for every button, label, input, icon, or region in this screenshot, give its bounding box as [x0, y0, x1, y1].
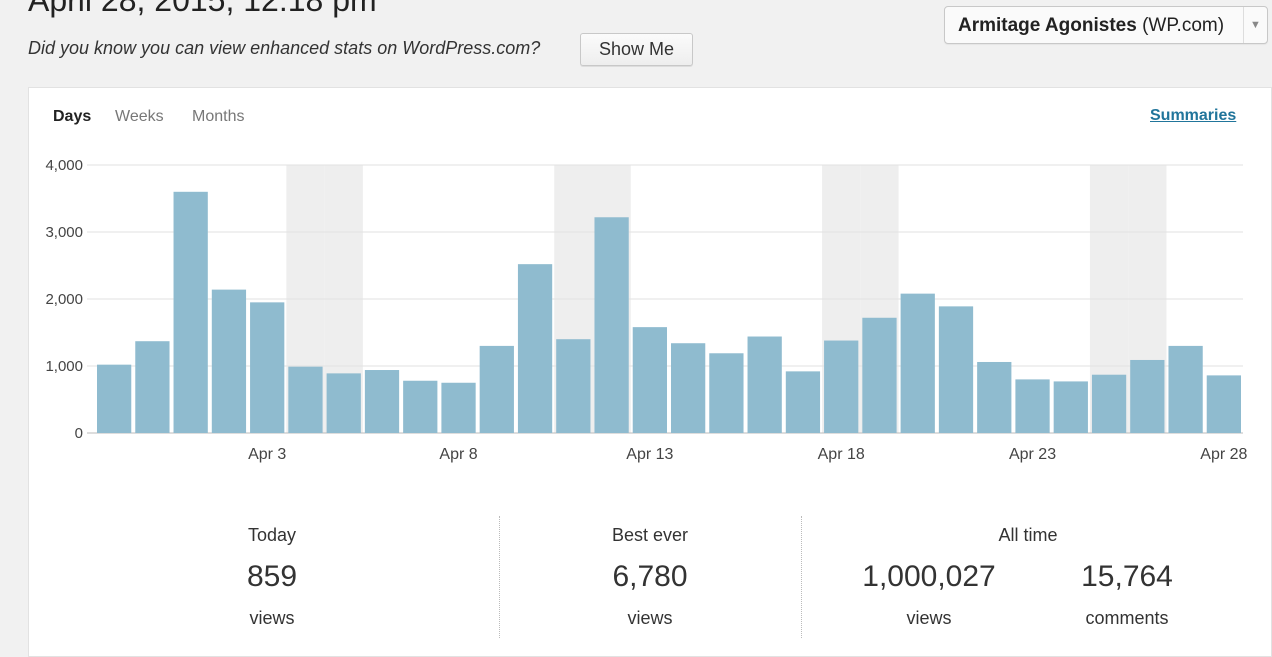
stat-divider [801, 516, 802, 638]
bar [900, 293, 935, 433]
promo-text: Did you know you can view enhanced stats… [28, 38, 541, 58]
triangle-down-icon[interactable]: ▼ [1243, 7, 1267, 43]
bar [1015, 379, 1050, 433]
y-tick-label: 2,000 [45, 291, 83, 308]
bar [517, 264, 553, 433]
y-tick-label: 0 [75, 425, 83, 442]
bar [364, 370, 400, 433]
bar [709, 353, 744, 433]
y-tick-label: 4,000 [45, 157, 83, 174]
stat-all-time-views-unit: views [906, 608, 952, 628]
stat-today-label: Today [247, 525, 297, 545]
bar [135, 341, 170, 433]
site-selector[interactable]: Armitage Agonistes (WP.com) ▼ [944, 6, 1268, 44]
site-suffix: (WP.com) [1142, 15, 1225, 36]
stat-all-time-comments-unit: comments [1085, 608, 1169, 628]
tab-months[interactable]: Months [192, 108, 245, 125]
summaries-link[interactable]: Summaries [1150, 107, 1237, 124]
stat-best-ever-label: Best ever [611, 525, 689, 545]
stat-divider [499, 516, 500, 638]
bar [97, 364, 132, 433]
x-tick-label: Apr 18 [818, 446, 865, 463]
stats-panel: Days Weeks Months Summaries 0 1,000 2,000 3… [28, 87, 1272, 657]
bar [211, 289, 247, 433]
stat-all-time-comments: x 15,764 comments [1027, 525, 1227, 629]
bar [479, 345, 514, 433]
y-tick-label: 1,000 [45, 358, 83, 375]
y-tick-label: 3,000 [45, 224, 83, 241]
bar [1130, 359, 1165, 433]
stat-all-time-comments-value: 15,764 [1081, 560, 1173, 593]
bar [747, 336, 782, 433]
bar [1168, 345, 1203, 433]
bar [1091, 374, 1127, 433]
page-title: April 28, 2015, 12:18 pm [28, 0, 377, 18]
bar [1206, 375, 1241, 433]
x-tick-label: Apr 8 [439, 446, 477, 463]
stat-all-time-views-value: 1,000,027 [862, 560, 996, 593]
bar [173, 191, 208, 433]
bar [250, 302, 285, 433]
x-tick-label: Apr 3 [248, 446, 286, 463]
x-tick-label: Apr 23 [1009, 446, 1056, 463]
stat-best-ever: Best ever 6,780 views [550, 525, 750, 629]
bar [441, 382, 476, 433]
views-chart: 0 1,000 2,000 3,000 4,000 Apr 3 Apr 8 Apr 13 Apr… [45, 157, 1247, 463]
bar [556, 339, 591, 433]
stat-all-time-label-wrap: All time [928, 525, 1128, 546]
bar [632, 327, 667, 433]
stat-all-time-views: x 1,000,027 views [829, 525, 1029, 629]
bar [1053, 381, 1088, 433]
x-tick-label: Apr 28 [1200, 446, 1247, 463]
site-selector-value: Armitage Agonistes (WP.com) [958, 15, 1224, 37]
bar [785, 371, 821, 433]
bar [862, 317, 897, 433]
stat-best-ever-unit: views [627, 608, 673, 628]
stat-all-time-label: All time [998, 525, 1058, 545]
bar [938, 306, 974, 433]
show-me-button[interactable]: Show Me [580, 33, 693, 66]
bar [288, 366, 323, 433]
bar [594, 217, 629, 433]
x-tick-label: Apr 13 [626, 446, 673, 463]
bar [326, 373, 361, 433]
tab-days[interactable]: Days [53, 108, 92, 125]
site-name: Armitage Agonistes [958, 15, 1137, 36]
stat-today-value: 859 [246, 560, 298, 593]
bar [977, 361, 1012, 433]
bar [671, 343, 706, 433]
stat-today-unit: views [249, 608, 295, 628]
bar [403, 380, 438, 433]
stat-best-ever-value: 6,780 [612, 560, 688, 593]
stat-today: Today 859 views [172, 525, 372, 629]
tab-weeks[interactable]: Weeks [115, 108, 164, 125]
bar [824, 340, 859, 433]
